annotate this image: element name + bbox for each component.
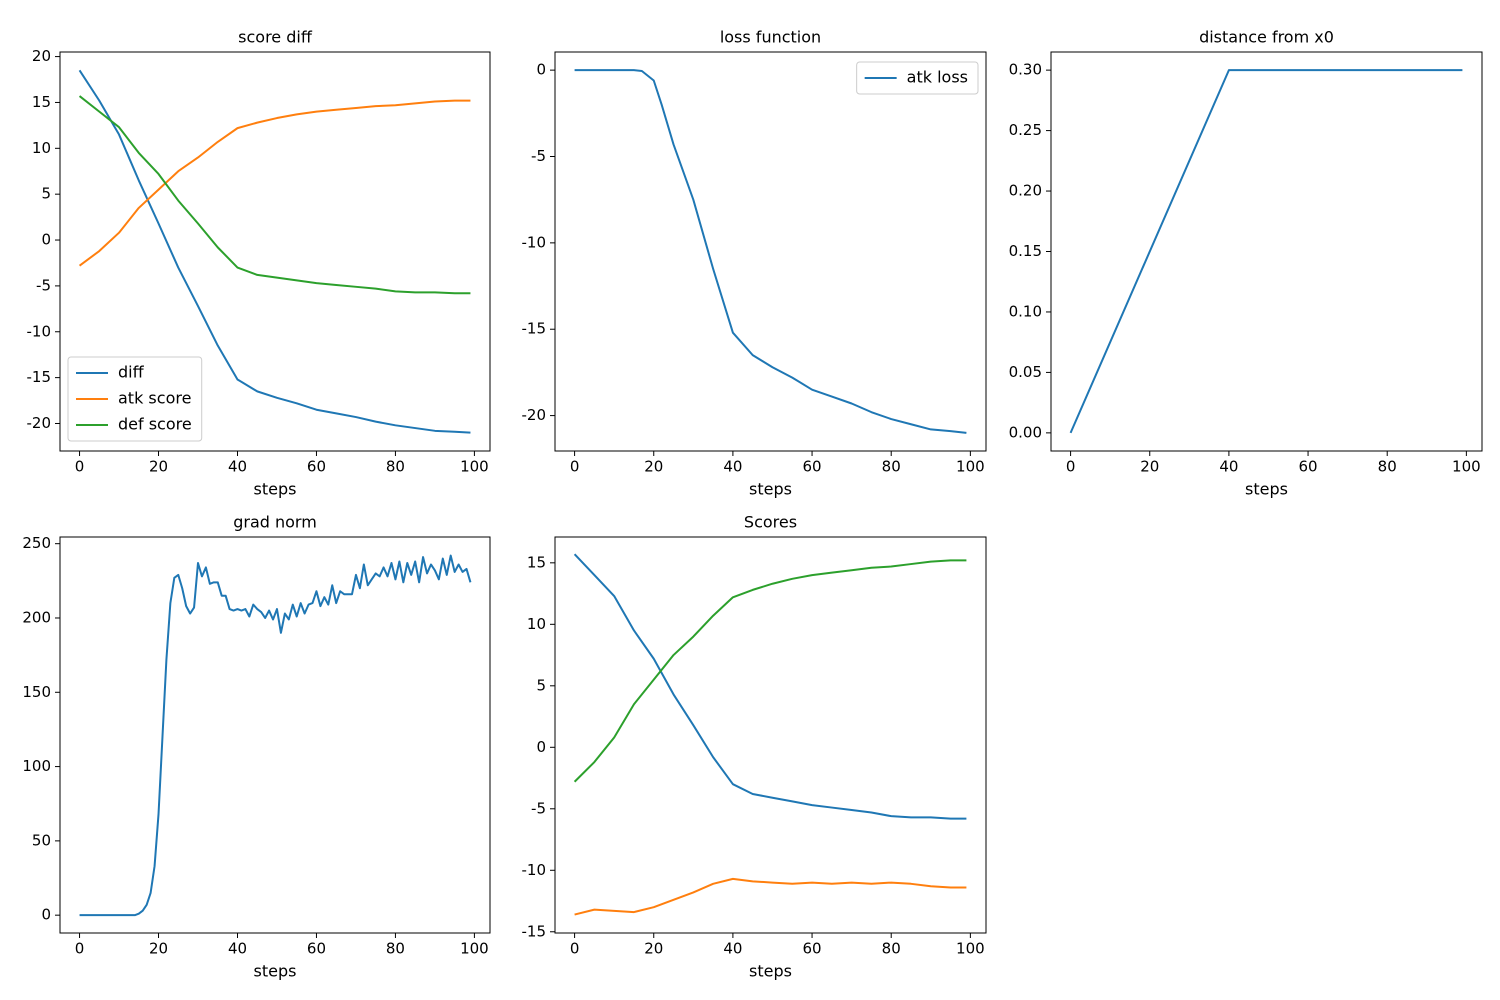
legend: atk loss (856, 61, 979, 95)
y-tick-label: 0.15 (1009, 242, 1042, 260)
x-tick-label: 60 (1299, 458, 1318, 476)
y-tick-label: 100 (22, 757, 51, 775)
legend-box (856, 61, 979, 95)
y-tick-label: -10 (522, 233, 547, 251)
x-tick-label: 40 (723, 940, 742, 958)
legend-label: atk score (118, 389, 191, 408)
legend-box (67, 356, 203, 442)
x-tick-label: 60 (803, 940, 822, 958)
y-tick-label: -20 (522, 406, 547, 424)
x-tick-label: 20 (644, 458, 663, 476)
y-tick-label: 0.25 (1009, 121, 1042, 139)
y-tick-label: -10 (522, 861, 547, 879)
x-axis-label: steps (1245, 480, 1288, 499)
line (78, 69, 471, 434)
chart-title: grad norm (233, 513, 317, 532)
line (574, 877, 967, 916)
y-tick-label: 15 (527, 553, 546, 571)
axes-frame (554, 51, 987, 452)
x-tick-label: 20 (149, 458, 168, 476)
y-tick-label: 50 (32, 831, 51, 849)
y-tick-label: -5 (531, 147, 546, 165)
x-tick-label: 100 (956, 940, 985, 958)
x-axis-label: steps (254, 480, 297, 499)
y-tick-label: 0.10 (1009, 302, 1042, 320)
y-tick-label: 0 (41, 906, 51, 924)
y-tick-label: 0.30 (1009, 61, 1042, 79)
y-tick-label: 0.00 (1009, 423, 1042, 441)
x-axis-label: steps (749, 962, 792, 981)
legend-label: atk loss (907, 68, 968, 87)
y-tick-label: 0.20 (1009, 182, 1042, 200)
line (573, 559, 967, 783)
x-axis-label: steps (254, 962, 297, 981)
x-tick-label: 80 (386, 940, 405, 958)
y-tick-label: 5 (41, 185, 51, 203)
y-tick-label: 200 (22, 608, 51, 626)
x-tick-label: 0 (75, 940, 85, 958)
x-tick-label: 20 (149, 940, 168, 958)
line (573, 553, 967, 820)
axes-frame (554, 536, 987, 934)
x-tick-label: 80 (386, 458, 405, 476)
x-tick-label: 60 (307, 458, 326, 476)
legend-label: def score (118, 415, 192, 434)
x-tick-label: 20 (1140, 458, 1159, 476)
y-tick-label: -5 (531, 799, 546, 817)
y-tick-label: 10 (32, 139, 51, 157)
x-tick-label: 100 (956, 458, 985, 476)
x-tick-label: 0 (570, 940, 580, 958)
x-tick-label: 80 (1378, 458, 1397, 476)
chart-title: distance from x0 (1199, 28, 1334, 47)
line (79, 554, 472, 917)
y-tick-label: 15 (32, 93, 51, 111)
x-tick-label: 40 (228, 458, 247, 476)
x-tick-label: 80 (882, 940, 901, 958)
y-tick-label: 10 (527, 615, 546, 633)
x-tick-label: 80 (882, 458, 901, 476)
x-tick-label: 40 (228, 940, 247, 958)
y-tick-label: -15 (522, 320, 547, 338)
x-tick-label: 100 (460, 940, 489, 958)
y-tick-label: -10 (27, 322, 52, 340)
y-tick-label: 0 (41, 231, 51, 249)
x-tick-label: 100 (460, 458, 489, 476)
line (78, 99, 471, 267)
x-tick-label: 100 (1452, 458, 1481, 476)
x-tick-label: 0 (75, 458, 85, 476)
legend: diff atk score def score (67, 356, 203, 442)
legend-label: diff (118, 363, 145, 382)
y-tick-label: 20 (32, 47, 51, 65)
y-tick-label: 250 (22, 534, 51, 552)
x-tick-label: 20 (644, 940, 663, 958)
axes-frame (1050, 51, 1483, 452)
y-tick-label: 0 (536, 738, 546, 756)
axes-frame (59, 536, 491, 934)
x-axis-label: steps (749, 480, 792, 499)
y-tick-label: -15 (27, 368, 52, 386)
y-tick-label: -5 (36, 276, 51, 294)
y-tick-label: -20 (27, 414, 52, 432)
y-tick-label: 5 (536, 676, 546, 694)
line (78, 95, 471, 295)
y-tick-label: -15 (522, 922, 547, 940)
y-tick-label: 0.05 (1009, 363, 1042, 381)
line (1069, 69, 1463, 434)
line (574, 69, 967, 434)
x-tick-label: 60 (307, 940, 326, 958)
y-tick-label: 150 (22, 683, 51, 701)
x-tick-label: 40 (723, 458, 742, 476)
chart-title: loss function (720, 28, 821, 47)
axes-frame (59, 51, 491, 452)
x-tick-label: 60 (803, 458, 822, 476)
x-tick-label: 40 (1219, 458, 1238, 476)
chart-title: score diff (238, 28, 313, 47)
x-tick-label: 0 (570, 458, 580, 476)
y-tick-label: 0 (536, 61, 546, 79)
x-tick-label: 0 (1066, 458, 1076, 476)
chart-title: Scores (744, 513, 797, 532)
